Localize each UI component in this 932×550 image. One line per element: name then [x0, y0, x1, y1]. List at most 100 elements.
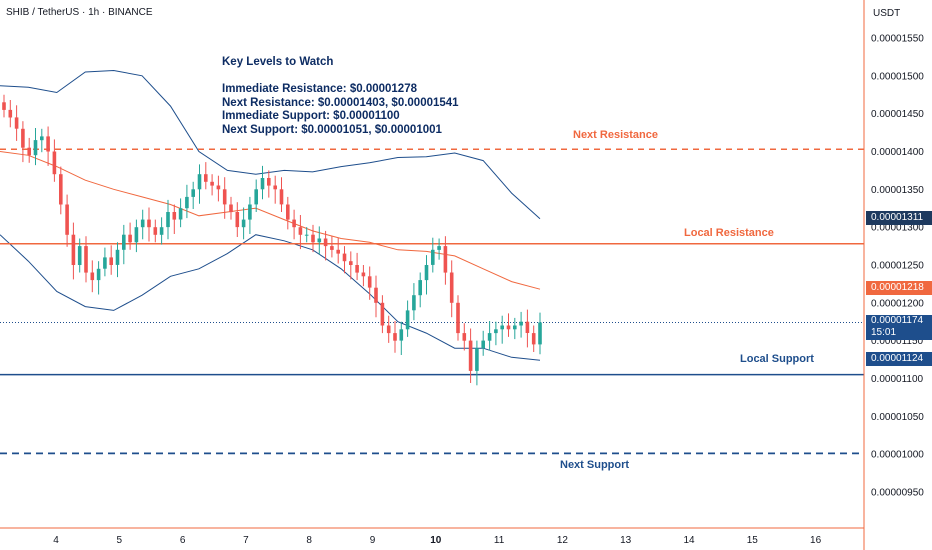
candle-body — [317, 238, 322, 243]
middle-band-line — [0, 151, 541, 290]
time-tick-label: 12 — [557, 535, 569, 546]
time-tick-label: 15 — [747, 535, 759, 546]
candle-body — [380, 302, 385, 326]
price-tick-label: 0.00001100 — [871, 374, 924, 385]
candle-body — [355, 265, 359, 273]
candle-body — [166, 212, 170, 228]
candle-body — [513, 325, 517, 330]
candle-body — [500, 325, 504, 330]
lower-band-line — [0, 234, 541, 361]
candle-body — [279, 189, 284, 205]
next-resistance-label: Next Resistance — [573, 129, 658, 141]
candle-body — [204, 174, 208, 182]
bollinger-bands — [0, 69, 541, 361]
candle-body — [109, 257, 113, 265]
candle-body — [96, 268, 101, 281]
candle-body — [115, 249, 120, 265]
candle-body — [298, 227, 303, 235]
time-tick-label: 10 — [430, 535, 442, 546]
candle-body — [481, 340, 485, 349]
note-spacer — [222, 70, 459, 84]
upper-band-line — [0, 69, 541, 220]
candle-body — [235, 212, 240, 228]
candle-body — [254, 189, 258, 205]
time-tick-label: 11 — [494, 535, 505, 546]
candle-body — [178, 208, 183, 220]
candle-body — [27, 147, 31, 156]
currency-label: USDT — [873, 8, 901, 19]
time-tick-label: 5 — [117, 535, 123, 546]
price-axis[interactable]: 0.00001550 0.00001500 0.00001450 0.00001400… — [871, 34, 924, 499]
note-line-immediate-resistance: Immediate Resistance: $0.00001278 — [222, 83, 417, 95]
candle-body — [71, 234, 76, 265]
symbol-title[interactable]: SHIB / TetherUS · 1h · BINANCE — [6, 7, 153, 18]
candle-body — [14, 117, 19, 129]
last-price-tag: 0.00001174 15:01 — [866, 315, 932, 340]
candlestick-series — [2, 94, 542, 386]
note-line-immediate-support: Immediate Support: $0.00001100 — [222, 110, 400, 122]
candle-body — [475, 348, 479, 371]
middle-band-price-tag: 0.00001218 — [866, 281, 932, 295]
price-tick-label: 0.00001150 — [871, 336, 924, 347]
candle-body — [405, 310, 410, 330]
candle-body — [336, 249, 340, 254]
candle-body — [103, 257, 107, 269]
candle-body — [525, 321, 530, 333]
candle-body — [443, 246, 448, 273]
time-tick-label: 4 — [53, 535, 59, 546]
candle-body — [531, 333, 536, 345]
time-tick-label: 7 — [243, 535, 249, 546]
candle-body — [437, 246, 441, 250]
candle-body — [2, 102, 6, 110]
candle-body — [273, 185, 277, 190]
note-heading: Key Levels to Watch — [222, 56, 334, 68]
candle-body — [449, 272, 454, 303]
time-tick-label: 6 — [180, 535, 186, 546]
candle-body — [248, 204, 252, 220]
candle-body — [52, 151, 57, 175]
price-tick-label: 0.00001400 — [871, 147, 924, 158]
candle-body — [40, 136, 44, 141]
candle-body — [216, 185, 221, 190]
candle-body — [367, 276, 372, 288]
candle-body — [304, 234, 309, 236]
candle-body — [77, 246, 82, 265]
candle-body — [342, 253, 347, 262]
key-levels — [0, 148, 864, 455]
candle-body — [424, 265, 429, 281]
price-tick-label: 0.00001500 — [871, 71, 924, 82]
candle-body — [59, 174, 63, 205]
price-tick-label: 0.00001350 — [871, 185, 924, 196]
candle-body — [431, 249, 435, 265]
candle-body — [386, 325, 391, 334]
candle-body — [311, 234, 315, 243]
candle-body — [222, 189, 227, 205]
candle-body — [191, 189, 195, 197]
last-price-text: 0.00001174 — [871, 315, 924, 326]
lower-band-price-text: 0.00001124 — [871, 353, 924, 364]
candle-body — [330, 246, 334, 250]
middle-band-price-text: 0.00001218 — [871, 282, 924, 293]
candle-body — [519, 321, 523, 326]
candle-body — [494, 329, 498, 334]
candle-body — [468, 340, 473, 371]
candle-body — [487, 333, 492, 341]
candle-body — [140, 219, 145, 228]
candle-body — [349, 261, 353, 265]
candle-body — [159, 227, 164, 235]
price-tick-label: 0.00001300 — [871, 223, 924, 234]
candle-body — [260, 178, 265, 190]
candle-body — [418, 280, 422, 296]
candle-body — [229, 204, 233, 213]
candle-body — [147, 219, 151, 228]
time-axis[interactable]: 4 5 6 7 8 9 10 11 12 13 14 15 16 — [53, 535, 821, 546]
candle-body — [506, 325, 511, 330]
candle-body — [399, 329, 404, 341]
candle-body — [374, 287, 378, 303]
candle-body — [90, 272, 95, 281]
time-tick-label: 14 — [683, 535, 695, 546]
price-tick-label: 0.00001050 — [871, 412, 924, 423]
candle-body — [65, 204, 69, 235]
candle-body — [412, 295, 416, 311]
